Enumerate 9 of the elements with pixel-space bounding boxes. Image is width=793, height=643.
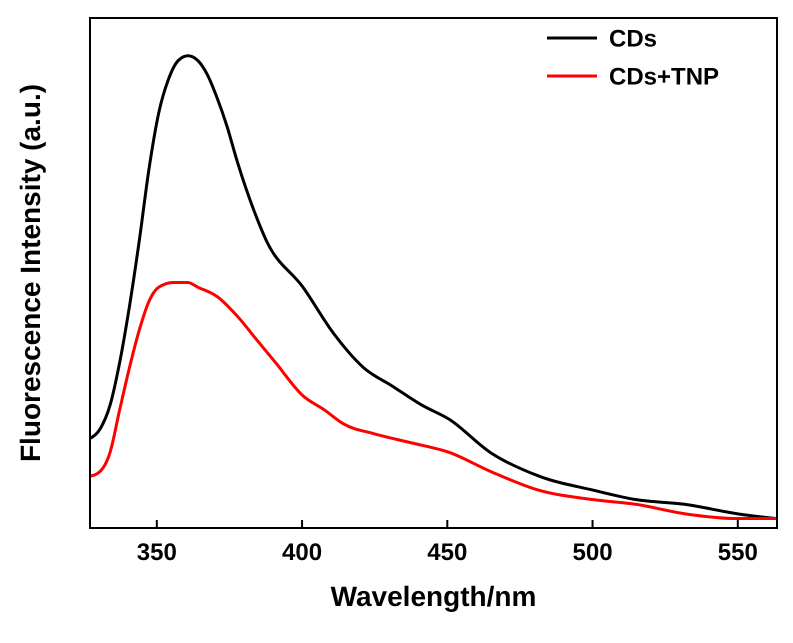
x-tick-label: 550 xyxy=(718,539,758,566)
y-axis-title: Fluorescence Intensity (a.u.) xyxy=(15,84,46,462)
x-tick-label: 350 xyxy=(136,539,177,566)
legend-label: CDs xyxy=(609,25,658,52)
x-tick-label: 400 xyxy=(282,539,322,566)
x-axis-title: Wavelength/nm xyxy=(330,581,536,612)
x-tick-label: 500 xyxy=(572,539,613,566)
legend-label: CDs+TNP xyxy=(609,63,720,90)
x-tick-label: 450 xyxy=(427,539,468,566)
